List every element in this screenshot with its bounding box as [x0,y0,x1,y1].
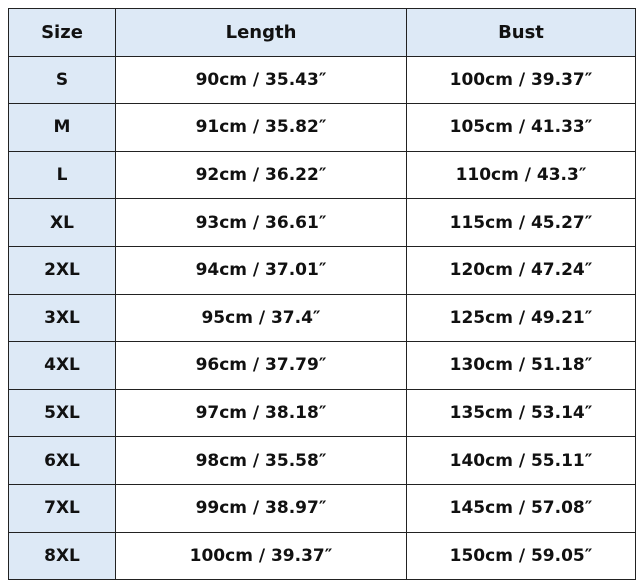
header-row: Size Length Bust [8,8,636,57]
cell-bust: 115cm / 45.27″ [406,198,636,247]
cell-bust: 110cm / 43.3″ [406,150,636,200]
table-row: 6XL 98cm / 35.58″ 140cm / 55.11″ [8,436,636,485]
header-bust: Bust [406,8,636,57]
cell-size: 3XL [8,293,116,343]
cell-bust: 100cm / 39.37″ [406,55,636,105]
cell-size: S [8,55,116,105]
cell-bust: 135cm / 53.14″ [406,388,636,438]
table-row: 7XL 99cm / 38.97″ 145cm / 57.08″ [8,483,636,533]
cell-bust: 145cm / 57.08″ [406,483,636,533]
cell-length: 90cm / 35.43″ [115,55,407,105]
cell-bust: 150cm / 59.05″ [406,531,636,581]
cell-length: 94cm / 37.01″ [115,245,407,295]
cell-size: L [8,150,116,200]
cell-length: 96cm / 37.79″ [115,341,407,390]
table-row: S 90cm / 35.43″ 100cm / 39.37″ [8,55,636,105]
cell-bust: 120cm / 47.24″ [406,245,636,295]
cell-bust: 125cm / 49.21″ [406,293,636,343]
cell-size: 8XL [8,531,116,581]
header-size: Size [8,8,116,57]
table-row: L 92cm / 36.22″ 110cm / 43.3″ [8,150,636,200]
cell-length: 100cm / 39.37″ [115,531,407,581]
cell-length: 95cm / 37.4″ [115,293,407,343]
table-row: 4XL 96cm / 37.79″ 130cm / 51.18″ [8,341,636,390]
cell-size: XL [8,198,116,247]
cell-size: 4XL [8,341,116,390]
table-row: M 91cm / 35.82″ 105cm / 41.33″ [8,103,636,152]
cell-size: 2XL [8,245,116,295]
cell-length: 98cm / 35.58″ [115,436,407,485]
cell-bust: 140cm / 55.11″ [406,436,636,485]
cell-bust: 130cm / 51.18″ [406,341,636,390]
table-row: 3XL 95cm / 37.4″ 125cm / 49.21″ [8,293,636,343]
cell-length: 97cm / 38.18″ [115,388,407,438]
table-row: 8XL 100cm / 39.37″ 150cm / 59.05″ [8,531,636,581]
header-length: Length [115,8,407,57]
cell-size: 5XL [8,388,116,438]
cell-length: 91cm / 35.82″ [115,103,407,152]
cell-length: 92cm / 36.22″ [115,150,407,200]
table-row: XL 93cm / 36.61″ 115cm / 45.27″ [8,198,636,247]
cell-length: 99cm / 38.97″ [115,483,407,533]
cell-size: M [8,103,116,152]
size-chart-table: Size Length Bust S 90cm / 35.43″ 100cm / 3… [8,8,636,581]
cell-bust: 105cm / 41.33″ [406,103,636,152]
cell-size: 6XL [8,436,116,485]
cell-length: 93cm / 36.61″ [115,198,407,247]
cell-size: 7XL [8,483,116,533]
table-row: 5XL 97cm / 38.18″ 135cm / 53.14″ [8,388,636,438]
table-row: 2XL 94cm / 37.01″ 120cm / 47.24″ [8,245,636,295]
